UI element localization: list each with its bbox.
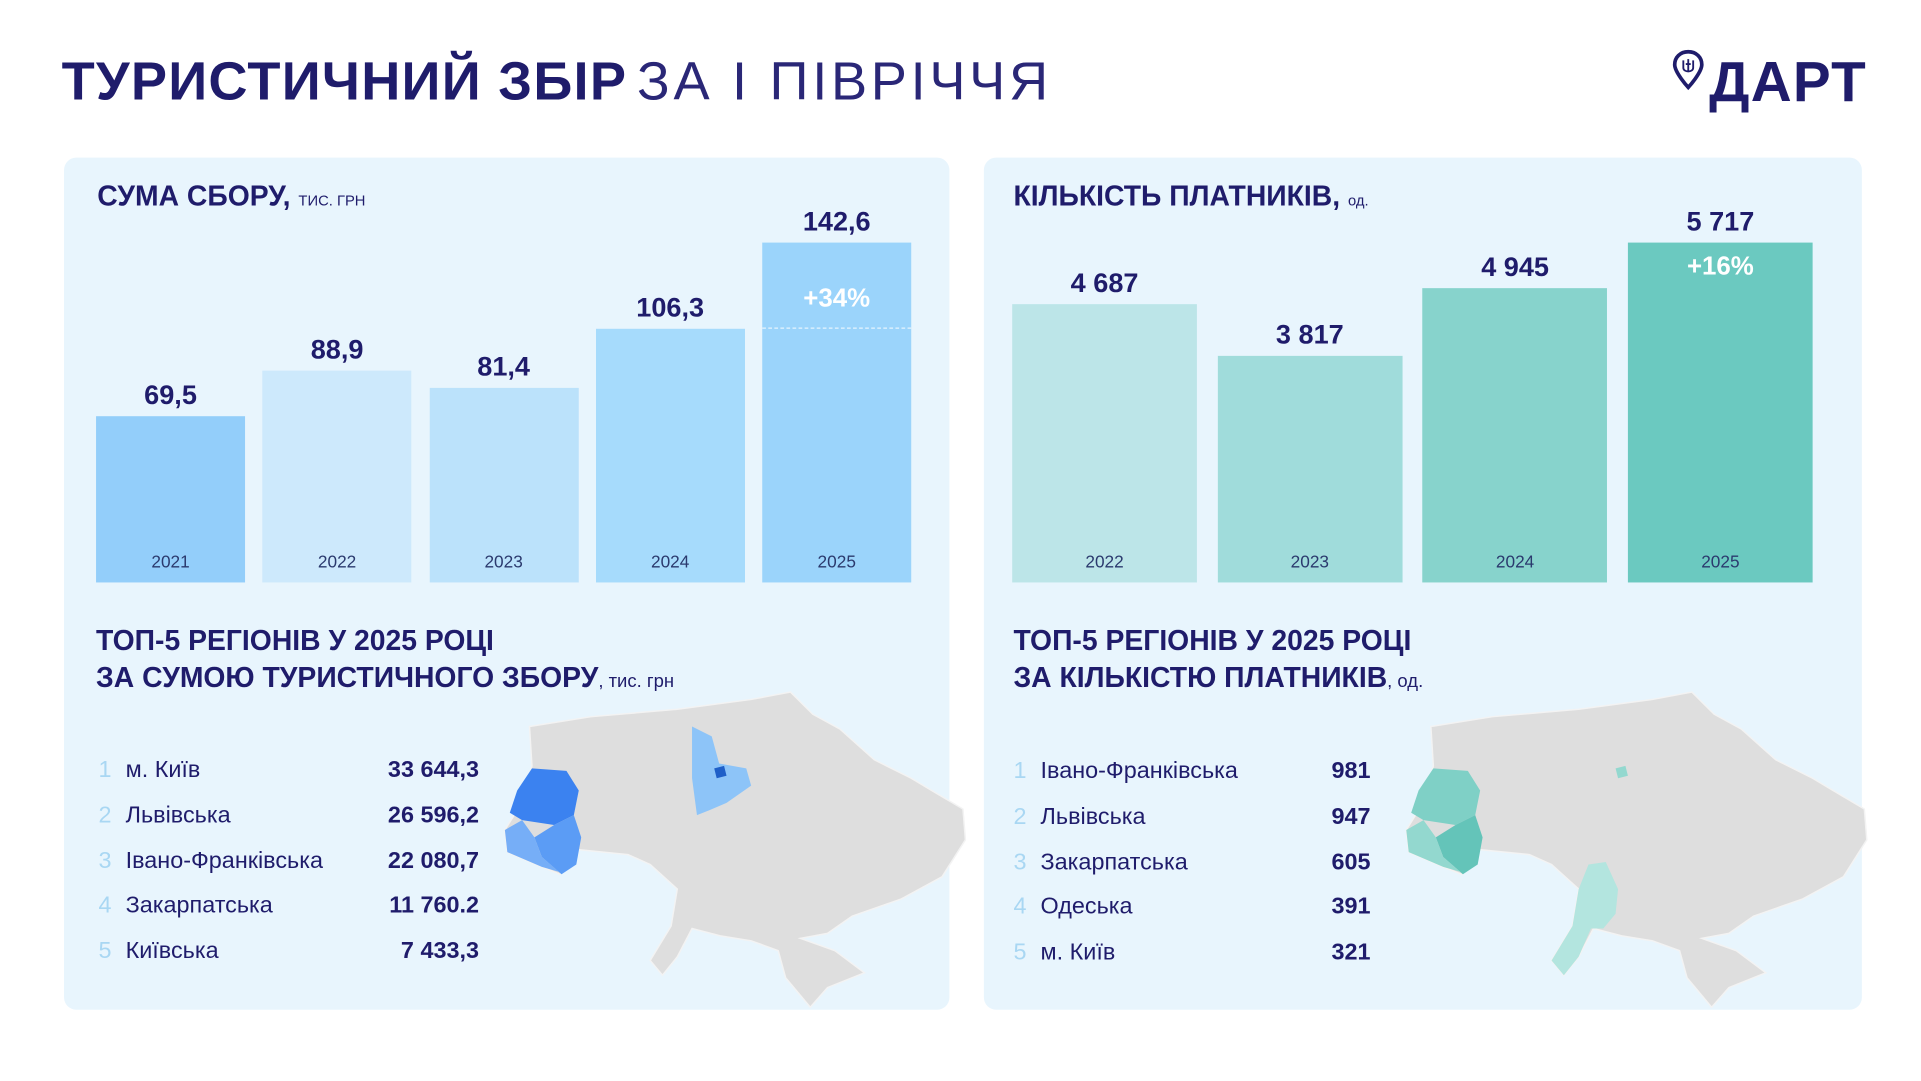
region-name: Івано-Франківська xyxy=(1040,758,1238,785)
list-item: 5 м. Київ 321 xyxy=(1013,940,1370,970)
bar-2024: 2024 xyxy=(595,329,745,583)
title-light: ЗА І ПІВРІЧЧЯ xyxy=(637,51,1052,113)
previous-level-dashed-line xyxy=(762,327,912,330)
region-odesa xyxy=(1551,861,1619,976)
value-label: 88,9 xyxy=(310,333,364,365)
region-value: 947 xyxy=(1331,803,1371,830)
region-name: Івано-Франківська xyxy=(125,847,323,874)
year-label: 2024 xyxy=(651,551,690,572)
rank-number: 4 xyxy=(98,893,112,920)
bar-2022: 2022 xyxy=(1012,303,1197,583)
value-label: 142,6 xyxy=(802,205,871,237)
bar-2023: 2023 xyxy=(1217,355,1403,583)
bar-chart-payers: 2022 4 687 2023 3 817 2024 4 945 2025 +16% 5 717 xyxy=(1012,197,1813,583)
region-value: 7 433,3 xyxy=(400,938,480,965)
list-item: 3 Івано-Франківська 22 080,7 xyxy=(99,848,480,878)
region-name: Закарпатська xyxy=(1040,849,1188,876)
list-item: 2 Львівська 26 596,2 xyxy=(99,803,480,833)
bar-2022: 2022 xyxy=(262,370,412,583)
list-item: 5 Київська 7 433,3 xyxy=(99,939,480,969)
rank-number: 4 xyxy=(1013,894,1027,921)
year-label: 2022 xyxy=(317,551,357,572)
map-pin-trident-icon xyxy=(1672,49,1704,91)
region-name: Київська xyxy=(125,938,219,965)
change-label: +34% xyxy=(803,284,871,313)
rank-number: 3 xyxy=(1013,849,1027,876)
logo: ДАРТ xyxy=(1672,49,1867,113)
list-item: 2 Львівська 947 xyxy=(1013,804,1370,834)
bar-chart-sum: 2021 69,5 2022 88,9 2023 81,4 2024 106,3 2025 +34… xyxy=(96,197,912,583)
year-label: 2025 xyxy=(1701,551,1740,572)
region-name: м. Київ xyxy=(125,757,201,784)
chart-title-sum: СУМА СБОРУ, ТИС. ГРН xyxy=(97,179,366,212)
ukraine-map-payers xyxy=(1405,691,1868,1009)
region-lviv xyxy=(1411,768,1481,826)
year-label: 2023 xyxy=(1290,551,1330,572)
value-label: 5 717 xyxy=(1686,205,1755,237)
bar-2021: 2021 xyxy=(96,416,246,583)
region-name: м. Київ xyxy=(1040,939,1116,966)
region-kyiv-city xyxy=(1615,765,1628,779)
region-value: 321 xyxy=(1331,939,1371,966)
rank-number: 3 xyxy=(98,847,112,874)
rank-number: 2 xyxy=(1013,803,1027,830)
rank-number: 2 xyxy=(98,802,112,829)
region-value: 33 644,3 xyxy=(387,757,480,784)
value-label: 106,3 xyxy=(636,292,705,323)
year-label: 2025 xyxy=(817,551,856,572)
top5-payers-title: ТОП-5 РЕГІОНІВ У 2025 РОЦІ ЗА КІЛЬКІСТЮ П… xyxy=(1013,624,1424,694)
value-label: 81,4 xyxy=(477,351,531,383)
region-value: 981 xyxy=(1331,758,1371,785)
year-label: 2022 xyxy=(1085,551,1124,572)
region-kyiv-city xyxy=(714,765,727,779)
region-value: 11 760.2 xyxy=(389,893,480,920)
top5-sum-title: ТОП-5 РЕГІОНІВ У 2025 РОЦІ ЗА СУМОЮ ТУРИС… xyxy=(96,624,675,694)
bar-2025: 2025 +16% xyxy=(1628,242,1813,583)
region-zakarpattia xyxy=(504,820,560,872)
list-item: 1 Івано-Франківська 981 xyxy=(1013,759,1370,789)
region-name: Одеська xyxy=(1040,894,1133,921)
region-value: 391 xyxy=(1331,894,1371,921)
bar-2024: 2024 xyxy=(1422,288,1608,583)
bar-2023: 2023 xyxy=(429,388,579,583)
rank-number: 1 xyxy=(1013,758,1027,785)
bar-2025: 2025 +34% xyxy=(762,242,912,583)
value-label: 4 945 xyxy=(1481,251,1550,283)
year-label: 2021 xyxy=(151,551,190,572)
region-ivano-frankivsk xyxy=(534,815,582,875)
region-name: Львівська xyxy=(125,802,231,829)
logo-text: ДАРТ xyxy=(1709,49,1868,114)
value-label: 4 687 xyxy=(1070,266,1139,298)
region-lviv xyxy=(509,768,579,826)
region-value: 26 596,2 xyxy=(387,802,480,829)
region-name: Львівська xyxy=(1040,803,1146,830)
year-label: 2024 xyxy=(1495,551,1535,572)
region-name: Закарпатська xyxy=(125,893,273,920)
region-zakarpattia xyxy=(1406,820,1461,872)
rank-number: 5 xyxy=(1013,939,1027,966)
title-bold: ТУРИСТИЧНИЙ ЗБІР xyxy=(61,51,628,113)
list-item: 4 Закарпатська 11 760.2 xyxy=(99,893,480,923)
rank-number: 5 xyxy=(98,938,112,965)
value-label: 3 817 xyxy=(1275,318,1344,350)
value-label: 69,5 xyxy=(144,379,197,411)
list-item: 3 Закарпатська 605 xyxy=(1013,849,1370,879)
ukraine-map-sum xyxy=(504,691,967,1009)
region-ivano-frankivsk xyxy=(1435,815,1483,875)
chart-title-payers: КІЛЬКІСТЬ ПЛАТНИКІВ, од. xyxy=(1013,179,1369,212)
change-label: +16% xyxy=(1686,252,1754,281)
list-item: 4 Одеська 391 xyxy=(1013,894,1370,924)
region-value: 605 xyxy=(1331,849,1371,876)
year-label: 2023 xyxy=(484,551,523,572)
rank-number: 1 xyxy=(98,757,112,784)
unit-label: ТИС. ГРН xyxy=(298,192,366,210)
region-value: 22 080,7 xyxy=(387,847,480,874)
unit-label: од. xyxy=(1347,192,1369,210)
list-item: 1 м. Київ 33 644,3 xyxy=(99,757,480,787)
page-title: ТУРИСТИЧНИЙ ЗБІР ЗА І ПІВРІЧЧЯ xyxy=(62,52,1052,114)
